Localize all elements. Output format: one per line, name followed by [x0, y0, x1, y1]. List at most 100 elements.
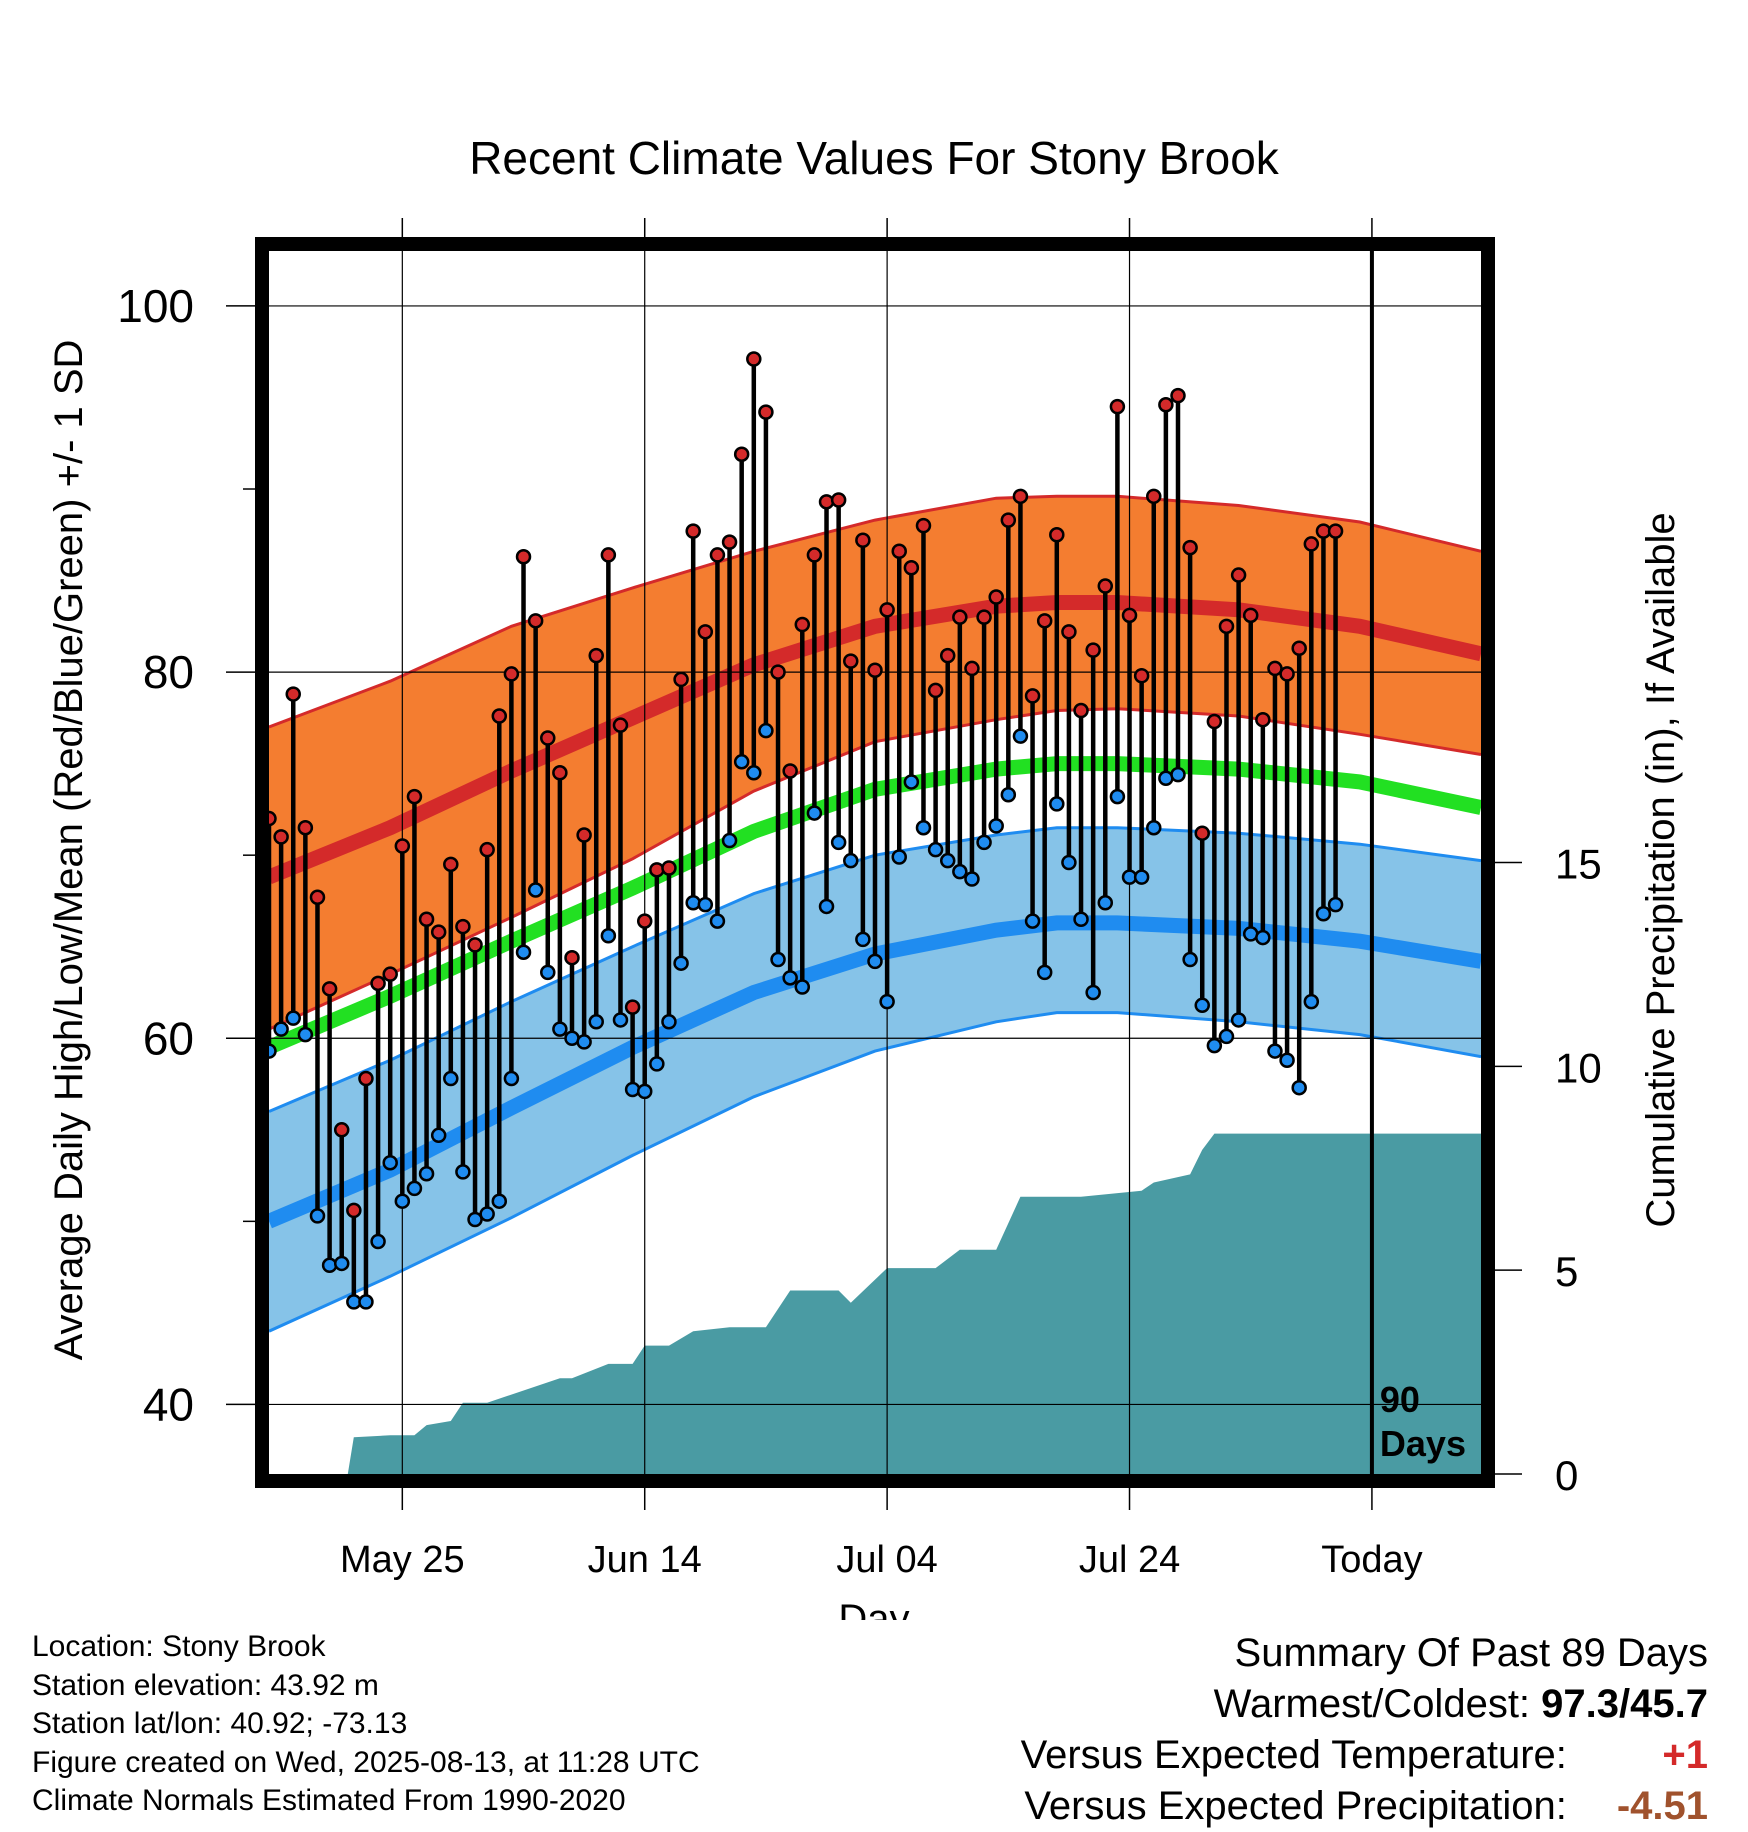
daily-high-point [455, 918, 471, 935]
daily-low-point [1315, 906, 1332, 922]
daily-high-point [867, 662, 883, 679]
daily-high-point [346, 1202, 362, 1219]
daily-high-point [479, 841, 495, 858]
daily-high-point [503, 666, 520, 682]
daily-low-point [988, 818, 1004, 834]
daily-high-point [758, 404, 774, 420]
daily-low-point [333, 1255, 350, 1272]
daily-low-point [964, 871, 980, 887]
daily-high-point [1000, 512, 1017, 528]
y-tick-label: 80 [143, 646, 194, 698]
daily-high-point [394, 838, 411, 854]
temp-value: +1 [1662, 1733, 1708, 1777]
daily-high-point [1242, 607, 1259, 624]
daily-low-point [1327, 896, 1344, 913]
daily-low-point [746, 765, 762, 781]
daily-low-point [540, 964, 556, 981]
daily-high-point [1012, 488, 1029, 505]
daily-high-point [733, 446, 750, 462]
daily-low-point [269, 1043, 277, 1059]
daily-high-point [830, 492, 847, 508]
daily-low-point [818, 898, 835, 915]
info-created: Figure created on Wed, 2025-08-13, at 11… [32, 1745, 700, 1779]
daily-high-point [382, 966, 398, 982]
daily-low-point [1085, 984, 1101, 1001]
precip-label: Versus Expected Precipitation: [1024, 1784, 1567, 1828]
daily-low-point [661, 1014, 677, 1030]
daily-high-point [685, 523, 701, 539]
info-normals: Climate Normals Estimated From 1990-2020 [32, 1784, 626, 1817]
daily-high-point [443, 856, 459, 873]
x-tick-label: Jun 14 [588, 1539, 702, 1581]
daily-low-point [600, 927, 617, 944]
daily-high-point [491, 708, 508, 724]
daily-low-point [624, 1081, 641, 1098]
daily-high-point [891, 543, 907, 560]
high-sd-band-upper-edge [269, 494, 1481, 729]
y-tick-label: 40 [143, 1378, 194, 1430]
daily-low-point [806, 805, 823, 821]
daily-high-point [697, 624, 714, 640]
daily-low-point [636, 1083, 653, 1100]
daily-low-point [515, 944, 532, 960]
daily-low-point [830, 834, 847, 851]
daily-high-point [1194, 825, 1210, 841]
daily-high-point [1146, 488, 1162, 505]
daily-low-point [467, 1211, 483, 1228]
daily-low-point [649, 1056, 665, 1072]
summary-precip-row: Versus Expected Precipitation: -4.51 [1021, 1781, 1708, 1832]
daily-high-point [1353, 0, 1366, 7]
summary-title: Summary Of Past 89 Days [1234, 1631, 1708, 1675]
daily-low-point [1206, 1037, 1223, 1054]
daily-high-point [430, 924, 447, 940]
daily-low-point [1073, 911, 1089, 928]
daily-high-point [273, 829, 289, 845]
info-location: Location: Stony Brook [32, 1630, 326, 1663]
low-sd-band-lower-edge [269, 1011, 1481, 1333]
x-tick-label: May 25 [340, 1539, 465, 1581]
daily-high-point [952, 609, 968, 625]
info-elevation: Station elevation: 43.92 m [32, 1668, 379, 1702]
normal-low-line [269, 915, 1481, 1229]
daily-high-point [661, 860, 677, 876]
daily-high-point [818, 494, 835, 510]
daily-high-point [1109, 398, 1126, 415]
daily-high-point [964, 660, 980, 677]
daily-high-point [467, 937, 483, 953]
daily-low-point [1170, 766, 1186, 783]
daily-high-point [406, 788, 423, 805]
daily-low-point [479, 1206, 495, 1222]
summary-temp-row: Versus Expected Temperature: +1 [1021, 1730, 1708, 1781]
x-tick-label: Today [1321, 1539, 1422, 1581]
daily-low-point [321, 1257, 338, 1274]
daily-low-point [721, 832, 738, 849]
today-days-label: Days [1380, 1423, 1466, 1464]
daily-low-point [782, 970, 798, 986]
daily-low-point [1218, 1028, 1235, 1045]
daily-low-point [879, 993, 895, 1010]
daily-low-point [491, 1193, 508, 1209]
daily-low-point [382, 1155, 398, 1171]
x-axis-label: Day [838, 1597, 909, 1620]
daily-high-point [1327, 523, 1344, 539]
daily-high-point [309, 889, 326, 906]
plot-frame [255, 237, 1495, 1488]
daily-low-point [952, 863, 968, 880]
daily-high-point [927, 682, 944, 699]
daily-high-point [321, 981, 338, 997]
daily-high-point [1085, 642, 1101, 658]
daily-low-point [891, 849, 907, 865]
daily-low-point [1255, 929, 1271, 946]
daily-low-point [552, 1021, 568, 1037]
daily-low-point [1000, 787, 1017, 803]
daily-high-point [1341, 0, 1354, 7]
x-tick-label: Jul 04 [836, 1539, 937, 1581]
station-info: Location: Stony Brook Station elevation:… [32, 1628, 700, 1821]
daily-high-point [649, 862, 665, 878]
daily-high-point [903, 559, 920, 576]
daily-high-point [1073, 702, 1089, 719]
daily-low-point [443, 1070, 459, 1087]
daily-low-point [903, 774, 920, 790]
